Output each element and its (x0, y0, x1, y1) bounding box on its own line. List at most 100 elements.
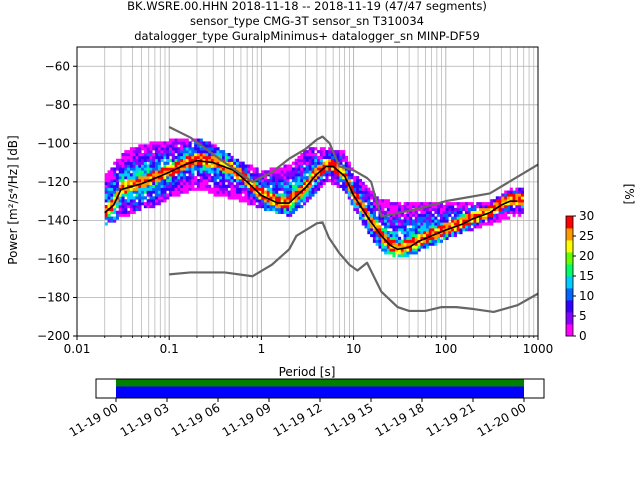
density-cell (107, 199, 111, 203)
density-cell (118, 167, 122, 171)
density-cell (202, 152, 206, 157)
density-cell (188, 181, 192, 186)
density-cell (191, 155, 195, 160)
density-cell (160, 144, 164, 148)
density-cell (308, 161, 312, 165)
density-cell (280, 207, 284, 212)
density-cell (344, 187, 349, 191)
colorbar-segment (566, 256, 573, 259)
density-cell (208, 144, 212, 148)
density-cell (157, 144, 161, 148)
density-cell (107, 170, 111, 174)
density-cell (188, 187, 192, 191)
density-cell (336, 155, 340, 160)
density-cell (431, 225, 435, 229)
density-cell (303, 152, 307, 157)
density-cell (423, 245, 427, 249)
density-cell (314, 152, 318, 157)
density-cell (442, 216, 446, 220)
density-cell (283, 176, 287, 180)
density-cell (143, 204, 147, 209)
density-cell (417, 245, 421, 249)
density-cell (188, 147, 192, 151)
density-cell (202, 141, 206, 145)
density-cell (180, 138, 184, 142)
density-cell (286, 167, 290, 171)
density-cell (411, 210, 416, 214)
density-cell (129, 187, 133, 191)
density-cell (263, 202, 268, 206)
density-cell (389, 251, 393, 255)
density-cell (110, 167, 114, 171)
density-cell (241, 187, 245, 191)
density-cell (199, 155, 203, 160)
density-cell (297, 199, 301, 203)
density-cell (230, 176, 234, 180)
density-cell (372, 204, 376, 209)
density-cell (180, 155, 184, 160)
density-cell (297, 167, 301, 171)
density-cell (367, 230, 371, 235)
density-cell (465, 216, 469, 220)
density-cell (241, 184, 245, 188)
density-cell (280, 176, 284, 180)
density-cell (378, 225, 382, 229)
density-cell (342, 155, 346, 160)
density-cell (121, 173, 125, 177)
density-cell (213, 178, 217, 183)
density-cell (342, 178, 346, 183)
density-cell (289, 202, 293, 206)
density-cell (157, 193, 161, 197)
density-cell (180, 150, 184, 154)
density-cell (124, 164, 128, 168)
colorbar-segment (566, 218, 573, 221)
density-cell (196, 167, 201, 171)
density-cell (129, 204, 133, 209)
density-cell (297, 164, 301, 168)
density-cell (456, 207, 460, 212)
density-cell (442, 233, 446, 238)
density-cell (247, 176, 251, 180)
density-cell (121, 164, 125, 168)
density-cell (135, 207, 139, 212)
density-cell (367, 207, 371, 212)
density-cell (319, 170, 323, 174)
density-cell (202, 187, 206, 191)
density-cell (289, 164, 293, 168)
density-cell (149, 147, 153, 151)
density-cell (283, 170, 287, 174)
density-cell (266, 170, 270, 174)
density-cell (333, 170, 337, 174)
density-cell (163, 184, 167, 188)
density-cell (277, 210, 282, 214)
density-cell (384, 219, 388, 223)
density-cell (297, 181, 301, 186)
colorbar-segment (566, 242, 573, 245)
colorbar-segment (566, 224, 573, 227)
density-cell (498, 196, 502, 200)
y-tick-label: −100 (37, 136, 70, 150)
density-cell (121, 213, 125, 217)
density-cell (406, 248, 410, 252)
density-cell (344, 173, 349, 177)
density-cell (395, 248, 399, 252)
density-cell (135, 164, 139, 168)
density-cell (213, 190, 217, 194)
density-cell (356, 196, 360, 200)
density-cell (138, 155, 142, 160)
density-cell (375, 196, 379, 200)
density-cell (210, 178, 214, 183)
density-cell (384, 228, 388, 232)
density-cell (414, 242, 418, 246)
density-cell (339, 184, 343, 188)
density-cell (456, 204, 460, 209)
density-cell (294, 202, 298, 206)
density-cell (428, 239, 432, 243)
density-cell (121, 170, 125, 174)
density-cell (155, 147, 159, 151)
density-cell (342, 187, 346, 191)
density-cell (308, 164, 312, 168)
density-cell (448, 228, 452, 232)
density-cell (141, 196, 145, 200)
density-cell (303, 170, 307, 174)
